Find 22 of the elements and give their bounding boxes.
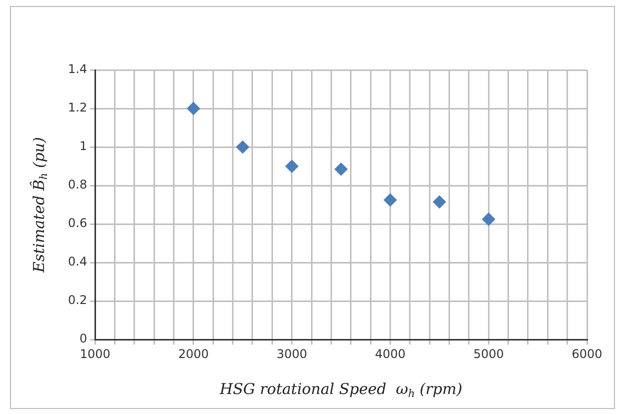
y-tick-label: 1	[79, 139, 88, 154]
x-tick-label: 3000	[276, 346, 308, 361]
y-tick-label: 0.8	[68, 178, 88, 192]
point	[432, 195, 446, 208]
point	[482, 212, 496, 226]
point	[285, 160, 298, 173]
y-tick-label: 1.4	[68, 62, 88, 76]
x-tick-label: 2000	[178, 346, 209, 361]
y-tick-label: 0	[79, 332, 88, 346]
point	[384, 193, 397, 206]
x-tick-label: 1000	[80, 346, 110, 361]
x-tick-label: 5000	[473, 346, 504, 361]
point	[236, 140, 250, 154]
point	[334, 162, 348, 176]
point	[186, 102, 200, 116]
y-tick-label: 1.2	[68, 100, 88, 115]
y-tick-label: 0.2	[68, 293, 88, 308]
y-axis-title: Estimated B̂h (pu)	[29, 136, 50, 274]
y-tick-label: 0.4	[68, 254, 88, 269]
x-tick-label: 4000	[374, 346, 406, 361]
y-tick-label: 0.6	[68, 216, 88, 230]
x-tick-label: 6000	[572, 346, 602, 361]
